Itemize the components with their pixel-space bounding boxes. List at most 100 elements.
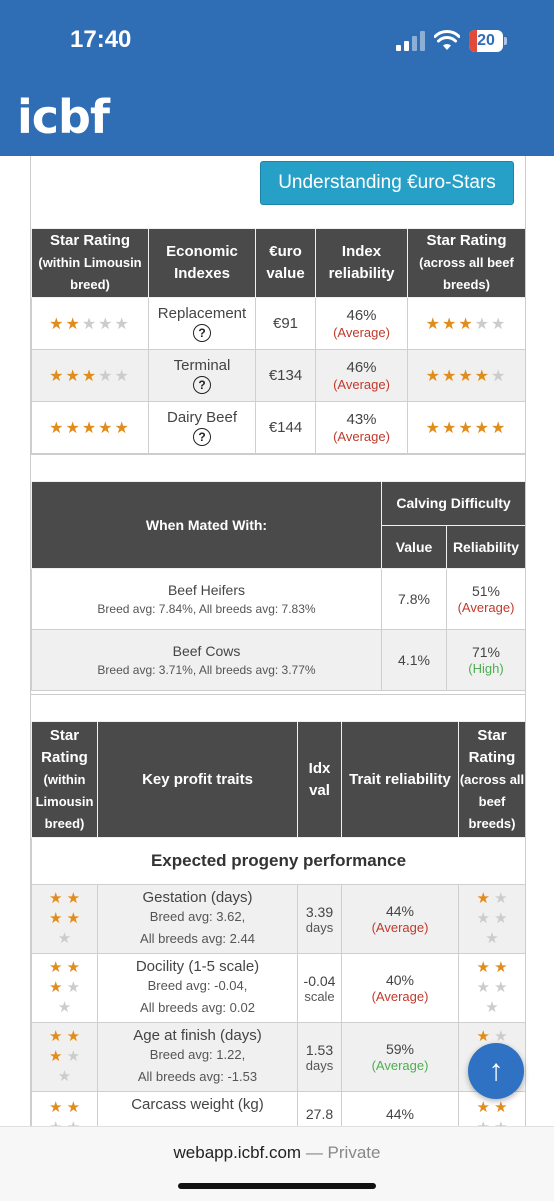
calving-header-sub: Value Reliability — [32, 524, 525, 569]
star-filled-icon: ★ — [66, 1099, 81, 1116]
star-rating-icon: ★ ★★ ★★ — [459, 889, 525, 949]
star-empty-icon: ★ — [57, 930, 72, 947]
signal-icon — [396, 31, 426, 51]
star-empty-icon: ★ — [114, 315, 131, 333]
trait-name: Age at finish (days) Breed avg: 1.22, All … — [97, 1022, 298, 1092]
icbf-logo[interactable]: icbf — [17, 90, 110, 144]
idx-value: 1.53 days — [297, 1022, 342, 1092]
economic-index-table: Star Rating (within Limousin breed) Econo… — [31, 228, 525, 454]
trait-reliability: 40% (Average) — [341, 953, 459, 1023]
star-empty-icon: ★ — [66, 979, 81, 996]
scroll-to-top-button[interactable]: ↑ — [468, 1043, 524, 1099]
star-empty-icon: ★ — [494, 910, 508, 927]
star-empty-icon: ★ — [81, 315, 99, 333]
header-key-profit-traits: Key profit traits — [97, 721, 298, 838]
stars-within: ★★★★★ — [31, 401, 149, 454]
star-filled-icon: ★ — [48, 959, 63, 976]
star-empty-icon: ★ — [114, 367, 131, 385]
star-filled-icon: ★ — [441, 315, 459, 333]
star-filled-icon: ★ — [48, 1028, 63, 1045]
star-empty-icon: ★ — [476, 1119, 489, 1126]
calving-row-beef-heifers: Beef Heifers Breed avg: 7.84%, All breeds… — [31, 568, 525, 630]
header-calving-difficulty: Calving Difficulty — [380, 481, 525, 526]
index-name: Terminal? — [148, 349, 256, 402]
star-filled-icon: ★ — [425, 315, 442, 333]
understanding-eurostars-button[interactable]: Understanding €uro-Stars — [260, 161, 514, 205]
index-row-replacement: ★★★★★ Replacement? €91 46% (Average) ★★★★… — [31, 297, 525, 350]
star-empty-icon: ★ — [494, 979, 508, 996]
stars-within: ★★★★★ — [31, 297, 149, 350]
star-filled-icon: ★ — [494, 1099, 508, 1116]
star-filled-icon: ★ — [425, 419, 442, 437]
star-filled-icon: ★ — [48, 890, 63, 907]
browser-address-bar[interactable]: webapp.icbf.com — Private — [0, 1126, 554, 1201]
star-filled-icon: ★ — [49, 367, 66, 385]
star-empty-icon: ★ — [476, 910, 490, 927]
star-rating-icon: ★ ★★ ★★ — [459, 958, 525, 1018]
header-star-rating-within: Star Rating (within Limousin breed) — [31, 721, 98, 838]
star-filled-icon: ★ — [458, 315, 475, 333]
star-filled-icon: ★ — [476, 890, 490, 907]
star-filled-icon: ★ — [48, 979, 63, 996]
star-filled-icon: ★ — [81, 367, 99, 385]
star-filled-icon: ★ — [491, 419, 508, 437]
star-filled-icon: ★ — [114, 419, 131, 437]
key-profit-traits-table: Star Rating (within Limousin breed) Key p… — [31, 721, 525, 1126]
star-filled-icon: ★ — [425, 367, 442, 385]
header-star-rating-across: Star Rating (across all beef breeds) — [458, 721, 525, 838]
header-index-reliability: Index reliability — [315, 228, 408, 298]
header-reliability: Reliability — [445, 524, 525, 569]
star-filled-icon: ★ — [476, 1099, 490, 1116]
stars-across: ★ ★★ ★★ — [458, 1091, 525, 1126]
trait-row-gestation: ★ ★ ★ ★ ★ Gestation (days) Breed avg: 3.62,… — [31, 884, 525, 954]
stars-across: ★ ★★ ★★ — [458, 884, 525, 954]
star-filled-icon: ★ — [65, 367, 82, 385]
stars-across: ★★★★★ — [407, 349, 525, 402]
star-filled-icon: ★ — [474, 419, 492, 437]
trait-row-age-at-finish: ★ ★ ★ ★ ★ Age at finish (days) Breed avg: 1… — [31, 1022, 525, 1092]
header-euro-value: €uro value — [255, 228, 316, 298]
star-filled-icon: ★ — [458, 419, 475, 437]
star-rating-icon: ★★★★★ — [426, 316, 508, 333]
help-icon[interactable]: ? — [193, 428, 211, 446]
star-filled-icon: ★ — [66, 1028, 81, 1045]
index-reliability: 46% (Average) — [315, 349, 408, 402]
star-rating-icon: ★ ★★ ★★ — [32, 889, 97, 949]
help-icon[interactable]: ? — [193, 376, 211, 394]
mating-group: Beef Cows Breed avg: 3.71%, All breeds av… — [31, 629, 382, 691]
trait-name: Gestation (days) Breed avg: 3.62, All bree… — [97, 884, 298, 954]
star-empty-icon: ★ — [67, 1119, 80, 1126]
index-row-dairy-beef: ★★★★★ Dairy Beef? €144 43% (Average) ★★★★… — [31, 401, 525, 454]
star-filled-icon: ★ — [441, 367, 459, 385]
star-rating-icon: ★★★★★ — [49, 316, 131, 333]
star-filled-icon: ★ — [476, 1028, 490, 1045]
stars-across: ★★★★★ — [407, 297, 525, 350]
calving-difficulty-table: When Mated With: Calving Difficulty Valu… — [31, 481, 525, 691]
star-filled-icon: ★ — [98, 419, 115, 437]
header-trait-reliability: Trait reliability — [341, 721, 459, 838]
header-idx-val: Idx val — [297, 721, 342, 838]
star-rating-icon: ★★★★★ — [426, 368, 508, 385]
stars-within: ★ ★★ ★★ — [31, 884, 98, 954]
stars-within: ★ ★★ ★★ — [31, 1091, 98, 1126]
stars-within: ★ ★★ ★★ — [31, 1022, 98, 1092]
star-filled-icon: ★ — [458, 367, 475, 385]
battery-icon: 20 — [469, 30, 503, 52]
home-indicator — [178, 1183, 376, 1189]
star-rating-icon: ★★★★★ — [49, 368, 131, 385]
star-rating-icon: ★ ★★ ★★ — [32, 958, 97, 1018]
star-empty-icon: ★ — [474, 315, 492, 333]
star-empty-icon: ★ — [98, 367, 115, 385]
star-rating-icon: ★★★★★ — [426, 420, 508, 437]
mating-group: Beef Heifers Breed avg: 7.84%, All breeds… — [31, 568, 382, 630]
stars-across: ★ ★★ ★★ — [458, 953, 525, 1023]
calving-reliability: 71% (High) — [445, 629, 525, 691]
star-rating-icon: ★ ★★ ★★ — [459, 1098, 525, 1126]
section-expected-progeny: Expected progeny performance — [31, 837, 525, 885]
help-icon[interactable]: ? — [193, 324, 211, 342]
star-filled-icon: ★ — [65, 419, 82, 437]
star-empty-icon: ★ — [485, 930, 499, 947]
star-filled-icon: ★ — [48, 910, 63, 927]
star-empty-icon: ★ — [491, 315, 508, 333]
address-text[interactable]: webapp.icbf.com — Private — [0, 1143, 554, 1163]
